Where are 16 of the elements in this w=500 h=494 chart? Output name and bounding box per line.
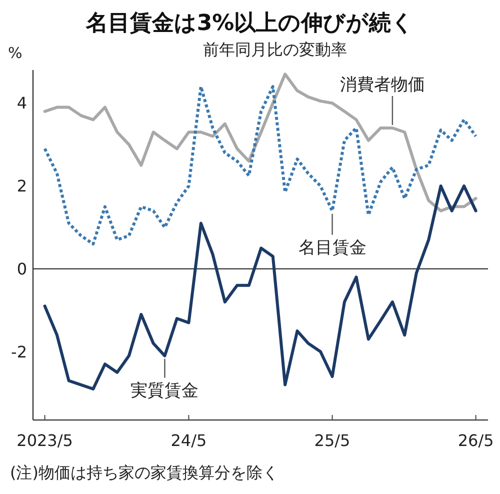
y-axis-title: %: [8, 44, 22, 62]
text: (注)物価は持ち家の家賃換算分を除く: [10, 463, 278, 482]
series-label: 名目賃金: [298, 238, 366, 258]
x-tick-label: 2023/5: [16, 431, 73, 450]
series-label: 実質賃金: [130, 380, 199, 401]
line-series: [43, 72, 478, 212]
chart-title: 名目賃金は3%以上の伸びが続く: [84, 11, 414, 36]
x-tick-label: 24/5: [170, 431, 207, 450]
y-tick-label: 2: [16, 176, 27, 196]
y-tick-label: -2: [11, 342, 27, 362]
series-label: 消費者物価: [340, 74, 425, 95]
y-tick-label: 0: [16, 259, 27, 278]
x-tick-label: 25/5: [314, 431, 350, 450]
x-tick-label: 26/5: [458, 431, 494, 450]
chart-subtitle: 前年同月比の変動率: [203, 40, 347, 59]
y-tick-label: 4: [16, 94, 27, 113]
